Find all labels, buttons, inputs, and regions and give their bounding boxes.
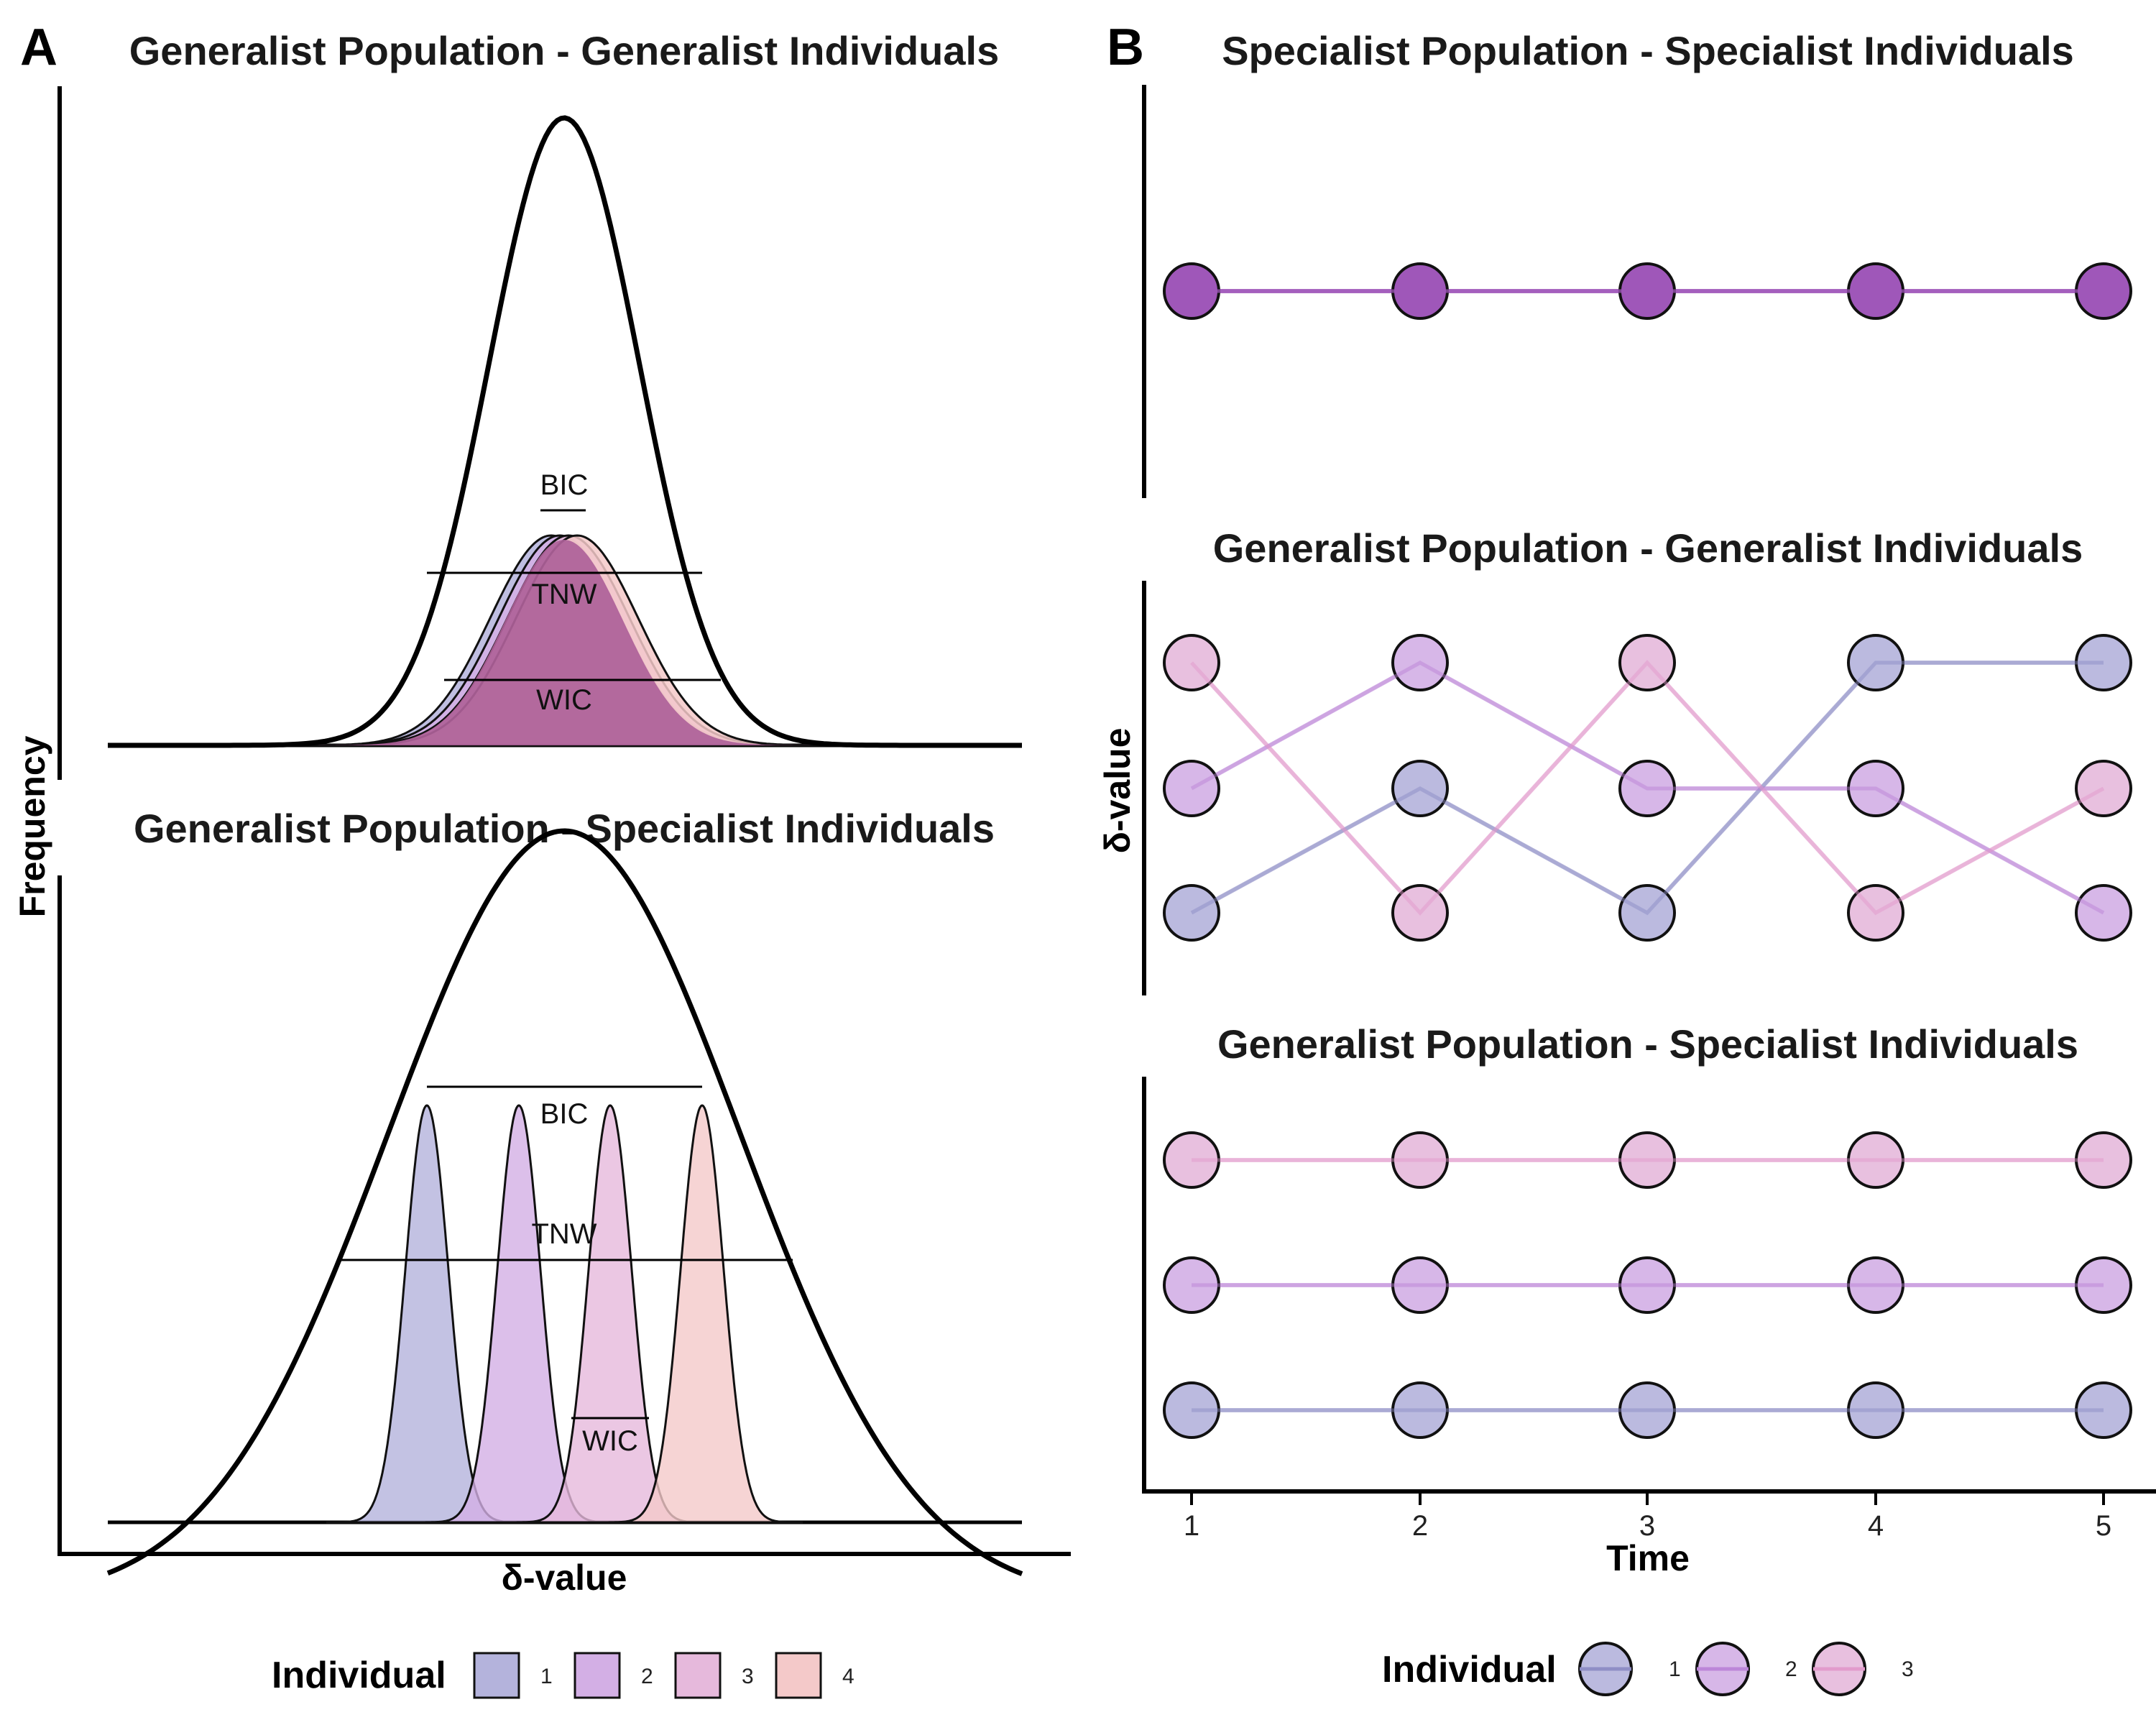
series-3-point [2075, 1131, 2132, 1189]
series-3-point [1391, 884, 1449, 942]
series-1-line-overlay [1190, 661, 2104, 916]
legend-a-label-3: 3 [742, 1665, 754, 1688]
series-3-line-overlay [1190, 660, 2105, 916]
series-1-point [1847, 634, 1904, 691]
panel-a-top-title: Generalist Population - Generalist Indiv… [129, 28, 999, 73]
series-1-point [2075, 634, 2132, 691]
panel-a-bottom-annotations: BIC TNW WIC [338, 1085, 793, 1457]
tnw-label-bottom: TNW [531, 1218, 596, 1250]
series-1-point [1391, 760, 1449, 817]
panel-b-mid-title: Generalist Population - Generalist Indiv… [1213, 525, 2083, 571]
panel-a-top-annotations: BIC TNW WIC [427, 469, 721, 716]
series-1-point [1391, 1381, 1449, 1439]
series-3-point [2075, 760, 2132, 817]
legend-a-label-1: 1 [540, 1665, 553, 1688]
x-tick-label: 3 [1639, 1510, 1655, 1542]
panel-b-y-axis-title: δ-value [1097, 728, 1138, 854]
legend-a-swatch-3 [674, 1652, 722, 1699]
series-1-point [1163, 1381, 1220, 1439]
panel-b-legend: Individual 1 2 3 [1382, 1642, 1914, 1696]
series-2-point [1391, 634, 1449, 691]
series-3-point [1847, 1131, 1904, 1189]
legend-b-label-1: 1 [1669, 1657, 1681, 1681]
panel-b-plots [1163, 262, 2132, 1439]
panel-a-top-plot [108, 115, 1022, 748]
legend-a-label-2: 2 [641, 1665, 653, 1688]
series-2-point [1163, 760, 1220, 817]
series-2-point [1847, 760, 1904, 817]
legend-a-swatch-4 [775, 1652, 822, 1699]
series-2-point [1391, 1256, 1449, 1314]
series-1-point [1163, 884, 1220, 942]
panel-a-y-axis-title: Frequency [12, 735, 52, 917]
panel-b-top-title: Specialist Population - Specialist Indiv… [1222, 28, 2074, 73]
panel-a-bottom-title: Generalist Population - Specialist Indiv… [134, 806, 995, 851]
bic-label-bottom: BIC [540, 1098, 589, 1130]
overlap-region-top [302, 540, 826, 745]
series-2-point [1618, 760, 1676, 817]
bic-label-top: BIC [540, 469, 589, 501]
series-2-point [1618, 1256, 1676, 1314]
panel-b-legend-title: Individual [1382, 1649, 1557, 1690]
legend-a-label-4: 4 [842, 1665, 854, 1688]
panel-a-x-axis-title: δ-value [502, 1558, 627, 1598]
series-3-point [1163, 1131, 1220, 1189]
panel-b-x-ticks: 1 2 3 4 5 [1184, 1494, 2111, 1542]
wic-label-bottom: WIC [582, 1425, 638, 1457]
panel-b-specialist-specialist-plot [1163, 262, 2132, 320]
x-tick-label: 4 [1868, 1510, 1884, 1542]
legend-b-label-3: 3 [1902, 1657, 1914, 1681]
wic-label-top: WIC [536, 684, 592, 716]
panel-a-legend: Individual 1 2 3 4 [272, 1652, 854, 1699]
series-1-point [1618, 1381, 1676, 1439]
tnw-label-top: TNW [531, 579, 596, 610]
series-1-point [1847, 1381, 1904, 1439]
x-tick-label: 1 [1184, 1510, 1199, 1542]
series-3-point [1618, 634, 1676, 691]
panel-a-legend-title: Individual [272, 1655, 446, 1696]
series-1-point [1618, 884, 1676, 942]
population-curve-top [108, 115, 1022, 748]
population-curve-bottom [106, 828, 1023, 1576]
series-1-point [2075, 1381, 2132, 1439]
panel-b-generalist-specialist-plot [1163, 1131, 2132, 1439]
series-3-point [1618, 1131, 1676, 1189]
series-2-line-overlay [1190, 661, 2105, 915]
series-2-point [2075, 884, 2132, 942]
individual-4-curve-bottom [602, 1104, 803, 1524]
series-3-point [1847, 884, 1904, 942]
legend-a-swatch-2 [573, 1652, 621, 1699]
series-3-point [1391, 1131, 1449, 1189]
series-2-point [1847, 1256, 1904, 1314]
series-2-point [1163, 1256, 1220, 1314]
panel-a-bottom-plot [106, 828, 1023, 1576]
panel-a-letter: A [20, 19, 57, 76]
legend-a-swatch-1 [473, 1652, 520, 1699]
series-3-point [1163, 634, 1220, 691]
panel-b-x-axis-title: Time [1606, 1538, 1690, 1578]
panel-b-bottom-title: Generalist Population - Specialist Indiv… [1217, 1021, 2078, 1067]
panel-b-letter: B [1107, 19, 1144, 76]
legend-b-label-2: 2 [1785, 1657, 1797, 1681]
series-2-point [2075, 1256, 2132, 1314]
x-tick-label: 2 [1412, 1510, 1428, 1542]
panel-b-generalist-generalist-plot [1163, 634, 2132, 942]
x-tick-label: 5 [2096, 1510, 2111, 1542]
